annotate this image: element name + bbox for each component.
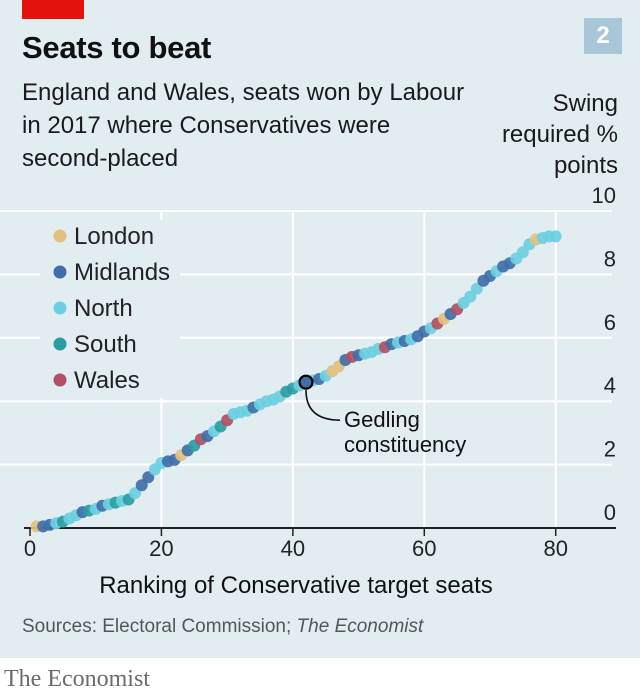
- chart-number-badge: 2: [584, 18, 622, 54]
- data-point: [464, 290, 477, 303]
- chart-subtitle: England and Wales, seats won by Labour i…: [22, 79, 465, 172]
- data-point: [516, 246, 529, 259]
- legend-label-wales: Wales: [74, 367, 140, 394]
- x-tick-label: 60: [412, 536, 436, 561]
- legend-label-north: North: [74, 295, 133, 322]
- source-italic: The Economist: [296, 616, 424, 637]
- y-axis-title: Swing required % points: [501, 90, 618, 179]
- scatter-plot: 0 2 4 6 8 10 0 20 40 60 80 Ranking of Conservative …: [0, 183, 616, 599]
- data-point: [135, 479, 148, 492]
- legend-swatch-wales: [53, 373, 67, 387]
- legend-label-midlands: Midlands: [74, 259, 170, 286]
- y-tick-label: 0: [604, 500, 616, 525]
- y-tick-label: 4: [604, 373, 616, 398]
- legend-swatch-midlands: [53, 265, 67, 279]
- brand-wordmark: The Economist: [4, 666, 150, 692]
- x-tick-label: 20: [149, 536, 173, 561]
- y-tick-label: 2: [604, 437, 616, 462]
- brand-red-tab: [22, 0, 84, 19]
- legend-label-london: London: [74, 223, 154, 250]
- y-tick-label: 6: [604, 310, 616, 335]
- annotation-text: Gedling: [344, 407, 420, 432]
- source-note: Sources: Electoral Commission; The Econo…: [22, 616, 423, 638]
- annotation-leader: [305, 390, 341, 421]
- x-tick-label: 40: [281, 536, 305, 561]
- data-point: [142, 471, 155, 484]
- legend-label-south: South: [74, 331, 137, 358]
- x-axis-title: Ranking of Conservative target seats: [99, 572, 493, 599]
- x-tick-label: 0: [24, 536, 36, 561]
- y-tick-label: 8: [604, 246, 616, 271]
- x-tick-label: 80: [543, 536, 567, 561]
- highlight-point: [298, 374, 314, 390]
- data-point: [129, 487, 142, 500]
- y-tick-label: 10: [592, 183, 616, 208]
- data-point: [470, 282, 483, 295]
- source-prefix: Sources: Electoral Commission;: [22, 616, 297, 637]
- chart-title: Seats to beat: [22, 30, 212, 65]
- data-point: [549, 230, 562, 243]
- legend-swatch-london: [53, 229, 67, 243]
- legend-swatch-north: [53, 301, 67, 315]
- legend-swatch-south: [53, 337, 67, 351]
- annotation-text: constituency: [344, 432, 466, 457]
